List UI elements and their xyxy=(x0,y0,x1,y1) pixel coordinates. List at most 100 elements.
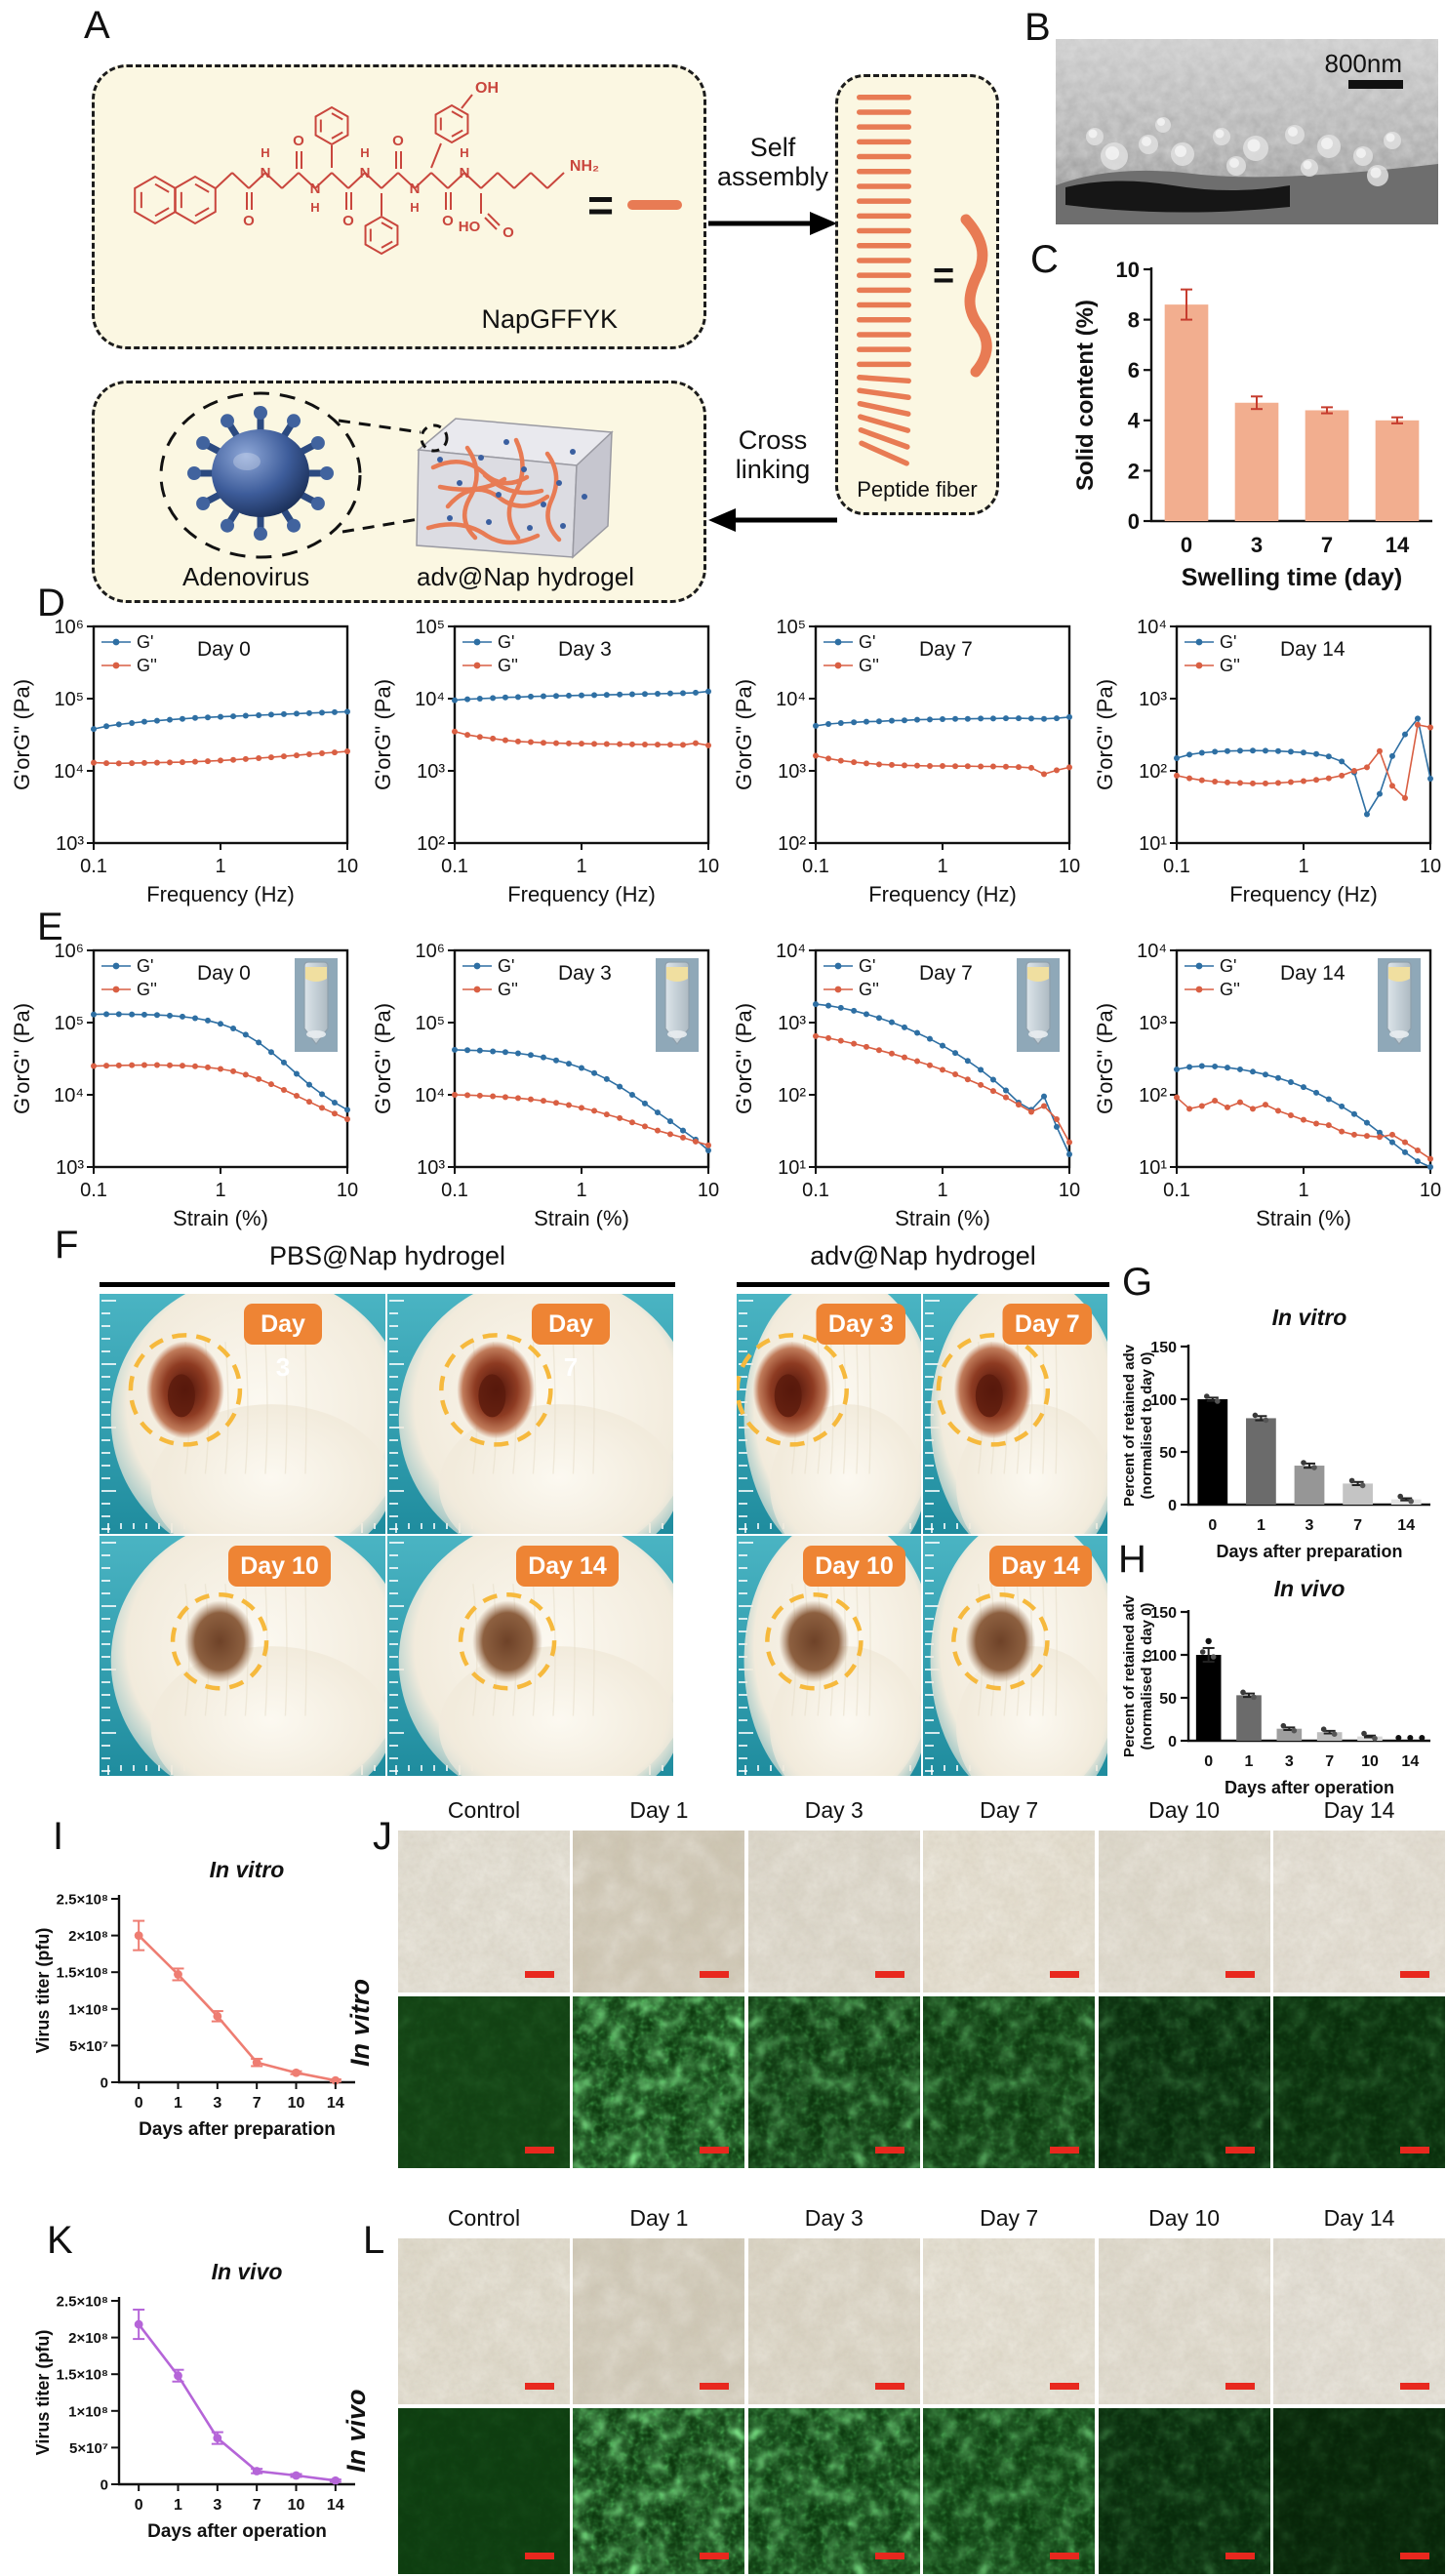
equals-sign: = xyxy=(587,180,614,230)
micrograph-fluorescence xyxy=(1273,1996,1445,2168)
line-chart-I: In vitro 0 5×10⁷ 1×10⁸ 1.5×10⁸ 2×10⁸ 2.5×10⁸ 0 1… xyxy=(33,1857,355,2140)
svg-text:0.1: 0.1 xyxy=(1163,856,1190,877)
svg-text:10⁵: 10⁵ xyxy=(54,1013,84,1034)
svg-text:3: 3 xyxy=(213,2497,221,2514)
chart-strain-day0: 10³ 10⁴ 10⁵ 10⁶ 0.1 1 10 Strain (%) G'orG'' (Pa)… xyxy=(8,925,361,1235)
chart-frequency-day0: 10³ 10⁴ 10⁵ 10⁶ 0.1 1 10 Frequency (Hz) G'orG'' … xyxy=(8,601,361,911)
svg-text:G'orG'' (Pa): G'orG'' (Pa) xyxy=(10,679,34,790)
panel-label-a: A xyxy=(84,4,110,47)
svg-text:Day 7: Day 7 xyxy=(919,962,973,985)
svg-text:0: 0 xyxy=(1181,533,1192,557)
svg-text:1: 1 xyxy=(937,856,947,877)
panel-label-h: H xyxy=(1118,1538,1146,1581)
svg-text:1: 1 xyxy=(215,1180,225,1201)
row-label: In vivo xyxy=(341,2389,371,2473)
svg-text:Days after preparation: Days after preparation xyxy=(1216,1542,1402,1561)
svg-text:10³: 10³ xyxy=(417,1157,445,1179)
svg-text:Day 3: Day 3 xyxy=(558,638,612,661)
svg-text:Percent of retained adv: Percent of retained adv xyxy=(1121,1594,1138,1757)
svg-text:10⁴: 10⁴ xyxy=(1137,941,1167,962)
svg-text:HO: HO xyxy=(459,219,481,235)
svg-text:3: 3 xyxy=(213,2095,221,2112)
svg-text:5×10⁷: 5×10⁷ xyxy=(69,2038,108,2055)
micrograph-brightfield xyxy=(573,2238,745,2404)
micrograph-fluorescence xyxy=(923,2408,1096,2574)
svg-text:10³: 10³ xyxy=(1139,1013,1167,1034)
day-badge: Day 10 xyxy=(240,1552,319,1580)
day-badge-number: 7 xyxy=(564,1352,578,1382)
svg-text:14: 14 xyxy=(327,2095,344,2112)
svg-text:14: 14 xyxy=(1386,533,1410,557)
chart-strain-day7: 10¹ 10² 10³ 10⁴ 0.1 1 10 Strain (%) G'orG'' (Pa)… xyxy=(730,925,1083,1235)
svg-text:G'orG'' (Pa): G'orG'' (Pa) xyxy=(371,679,395,790)
svg-text:1: 1 xyxy=(937,1180,947,1201)
svg-text:NH₂: NH₂ xyxy=(570,158,599,175)
svg-text:G'orG'' (Pa): G'orG'' (Pa) xyxy=(1093,679,1117,790)
svg-text:0.1: 0.1 xyxy=(441,1180,468,1201)
chart-solid-content: 0 2 4 6 8 10 0 3 7 14 Swelling time (day) Solid con… xyxy=(1067,244,1446,597)
svg-text:10⁵: 10⁵ xyxy=(415,1013,445,1034)
svg-text:10⁶: 10⁶ xyxy=(55,941,84,962)
svg-text:0: 0 xyxy=(135,2497,143,2514)
micrograph-brightfield xyxy=(1273,1831,1445,1992)
chart-frequency-day7: 10² 10³ 10⁴ 10⁵ 0.1 1 10 Frequency (Hz) G'orG'' … xyxy=(730,601,1083,911)
svg-text:10: 10 xyxy=(288,2497,305,2514)
line-chart-K: In vivo 0 5×10⁷ 1×10⁸ 1.5×10⁸ 2×10⁸ 2.5×10⁸ 0 1 3… xyxy=(33,2259,355,2542)
column-header: Control xyxy=(447,1797,521,1823)
svg-text:10: 10 xyxy=(288,2095,305,2112)
svg-text:(normalised to day 0): (normalised to day 0) xyxy=(1139,1352,1155,1500)
svg-text:14: 14 xyxy=(1397,1517,1415,1534)
svg-text:Day 14: Day 14 xyxy=(1280,962,1346,985)
mouse-photo: Day 7 xyxy=(923,1294,1107,1534)
svg-text:Strain (%): Strain (%) xyxy=(173,1206,268,1230)
equals-red-dash: = xyxy=(587,182,682,227)
svg-text:10³: 10³ xyxy=(778,1013,806,1034)
column-header: Day 14 xyxy=(1323,2205,1395,2231)
micrograph-fluorescence xyxy=(747,2408,920,2574)
micrograph-brightfield xyxy=(923,2238,1096,2404)
micrograph-brightfield xyxy=(923,1831,1096,1992)
micrograph-fluorescence xyxy=(573,2408,745,2574)
svg-text:10²: 10² xyxy=(1139,1085,1167,1107)
svg-text:10⁴: 10⁴ xyxy=(415,689,445,710)
svg-text:150: 150 xyxy=(1150,1340,1177,1356)
svg-text:G': G' xyxy=(498,956,514,976)
svg-text:Day 3: Day 3 xyxy=(558,962,612,985)
svg-text:Days after preparation: Days after preparation xyxy=(139,2119,336,2140)
cross-linking-label: Cross linking xyxy=(735,425,811,485)
svg-text:10¹: 10¹ xyxy=(1139,833,1167,855)
svg-text:10⁴: 10⁴ xyxy=(776,941,806,962)
column-header: Day 7 xyxy=(980,2205,1039,2231)
svg-text:10²: 10² xyxy=(417,833,445,855)
svg-text:G': G' xyxy=(1220,632,1236,652)
micrograph-brightfield xyxy=(1098,1831,1270,1992)
adenovirus-hydrogel-drawing xyxy=(159,391,614,559)
svg-text:Day 0: Day 0 xyxy=(197,638,251,661)
svg-text:100: 100 xyxy=(1150,1392,1177,1409)
svg-text:0.1: 0.1 xyxy=(802,1180,829,1201)
day-badge: Day 7 xyxy=(1015,1310,1080,1338)
svg-text:7: 7 xyxy=(253,2095,261,2112)
column-header: Day 3 xyxy=(804,2205,864,2231)
svg-text:10: 10 xyxy=(1059,1180,1080,1201)
day-badge: Day 14 xyxy=(528,1552,607,1580)
svg-text:10⁵: 10⁵ xyxy=(54,689,84,710)
day-badge: Day 14 xyxy=(1001,1552,1080,1580)
svg-text:7: 7 xyxy=(1325,1753,1334,1770)
group-title: PBS@Nap hydrogel xyxy=(268,1241,506,1270)
svg-text:14: 14 xyxy=(327,2497,344,2514)
svg-text:0: 0 xyxy=(1128,509,1140,534)
svg-text:O: O xyxy=(342,213,354,229)
chart-strain-day3: 10³ 10⁴ 10⁵ 10⁶ 0.1 1 10 Strain (%) G'orG'' (Pa)… xyxy=(369,925,722,1235)
svg-text:N: N xyxy=(310,181,321,197)
column-header: Day 1 xyxy=(629,2205,689,2231)
svg-text:14: 14 xyxy=(1401,1753,1419,1770)
svg-text:0: 0 xyxy=(100,2477,108,2494)
svg-text:10⁶: 10⁶ xyxy=(55,617,84,638)
svg-text:G'': G'' xyxy=(498,656,518,675)
svg-text:10: 10 xyxy=(337,1180,358,1201)
svg-text:O: O xyxy=(392,133,404,149)
svg-text:In vivo: In vivo xyxy=(1274,1576,1346,1601)
svg-text:100: 100 xyxy=(1150,1648,1177,1665)
micrograph-fluorescence xyxy=(923,1996,1096,2168)
